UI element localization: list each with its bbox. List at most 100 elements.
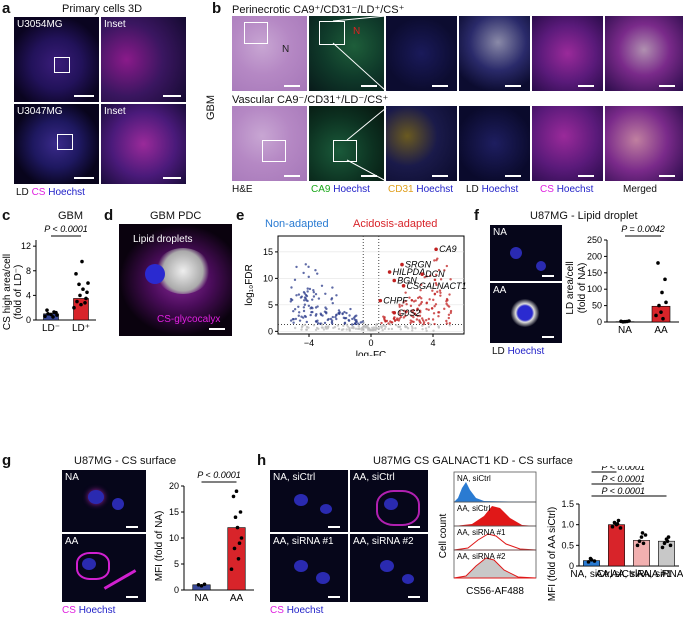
data-point (234, 489, 239, 493)
data-point (657, 303, 661, 308)
gene-point (437, 326, 441, 329)
gene-point (340, 328, 344, 332)
gene-point (419, 309, 422, 312)
data-point (81, 287, 85, 292)
caption-cd31: CD31 (388, 184, 414, 195)
gene-point (302, 316, 305, 319)
gene-point (317, 297, 321, 300)
gene-point (307, 265, 310, 269)
y-tick-label: 15 (169, 507, 179, 517)
nucleus (384, 498, 398, 510)
panel-h-title: U87MG CS GALNACT1 KD - CS surface (373, 455, 573, 467)
cs-glycocalyx-label: CS-glycocalyx (157, 314, 221, 325)
gene-point (297, 305, 300, 308)
gene-label: G0S2 (397, 308, 420, 318)
gene-point (398, 325, 402, 328)
x-tick-label: NA, siCtrl (570, 569, 612, 580)
gene-point (289, 300, 292, 303)
nucleus (320, 504, 332, 514)
p-value: P < 0.0001 (44, 224, 87, 234)
nucleus (536, 261, 546, 271)
gene-point (343, 322, 346, 325)
y-axis-label: MFI (fold of NA) (154, 511, 165, 582)
gene-point (342, 324, 345, 327)
legend-hoechst: Hoechst (286, 605, 324, 616)
gene-point (411, 329, 414, 332)
b-cs-2 (532, 106, 603, 181)
legend-cs: CS (62, 605, 76, 616)
gene-point (421, 327, 424, 331)
tile-label: AA, siRNA #2 (353, 536, 414, 547)
gene-point (336, 324, 340, 327)
data-point (238, 510, 243, 514)
legend-ld: LD (16, 187, 29, 198)
y-tick-label: 1.5 (561, 499, 574, 509)
data-point (72, 305, 76, 310)
gene-point (314, 269, 317, 272)
scale-bar (659, 85, 675, 87)
gene-point (406, 327, 410, 330)
b-caption-ca9: CA9 Hoechst (311, 184, 370, 195)
panel-d-letter: d (104, 207, 114, 224)
gene-point (332, 326, 335, 330)
data-point (665, 539, 670, 543)
gene-point (419, 302, 423, 305)
data-point (233, 515, 238, 519)
gene-point (312, 289, 315, 292)
data-point (202, 582, 207, 587)
y-axis-label-2: (fold of NA) (577, 263, 588, 314)
gene-point (387, 322, 390, 325)
gene-point (346, 325, 350, 328)
b-he-1: N (232, 16, 307, 91)
data-point (588, 556, 593, 561)
gene-point (433, 259, 436, 262)
gene-point (447, 313, 451, 316)
y-tick-label: 0 (26, 315, 31, 325)
labeled-gene-point (387, 270, 392, 274)
gene-point (291, 317, 295, 321)
gene-point (353, 315, 357, 318)
gene-point (443, 269, 446, 272)
gene-point (331, 286, 334, 289)
data-point (586, 560, 591, 564)
gene-point (404, 291, 407, 294)
gene-point (448, 293, 451, 296)
y-axis-label: log₁₀FDR (244, 264, 255, 305)
gene-point (342, 316, 346, 320)
panel-b-row2-title: Vascular CA9⁻/CD31⁺/LD⁻/CS⁺ (232, 94, 389, 106)
gene-point (327, 325, 330, 328)
data-point (239, 536, 244, 540)
cs-cell (76, 552, 110, 580)
legend-cs: CS (31, 187, 46, 198)
gene-point (323, 321, 327, 325)
data-point (616, 518, 621, 523)
gene-point (337, 309, 341, 312)
data-point (641, 541, 646, 546)
data-point (639, 535, 644, 539)
gene-point (354, 320, 358, 323)
panel-d-title: GBM PDC (150, 210, 202, 222)
gene-point (325, 312, 328, 315)
gene-point (348, 329, 352, 332)
gene-point (320, 284, 324, 287)
data-point (610, 524, 615, 529)
x-tick-label: AA (654, 325, 668, 336)
scale-bar (163, 95, 181, 97)
gene-point (359, 321, 363, 324)
data-point (83, 300, 87, 305)
y-tick-label: 10 (169, 533, 179, 543)
b-ca9-2 (309, 106, 384, 181)
gene-point (305, 320, 309, 324)
nucleus (82, 558, 96, 570)
gene-point (439, 294, 442, 297)
chart-g: 0 5 10 15 20 NA AA MFI (fold of NA) P < 0.0001 (154, 470, 254, 604)
gene-point (297, 314, 300, 317)
data-point (75, 299, 79, 304)
panel-b-side-label: GBM (205, 94, 217, 120)
gene-point (324, 292, 327, 295)
nucleus (294, 560, 308, 572)
gene-point (354, 327, 358, 330)
panel-a-inset-1: Inset (101, 17, 186, 102)
b-cd31-1 (386, 16, 457, 91)
